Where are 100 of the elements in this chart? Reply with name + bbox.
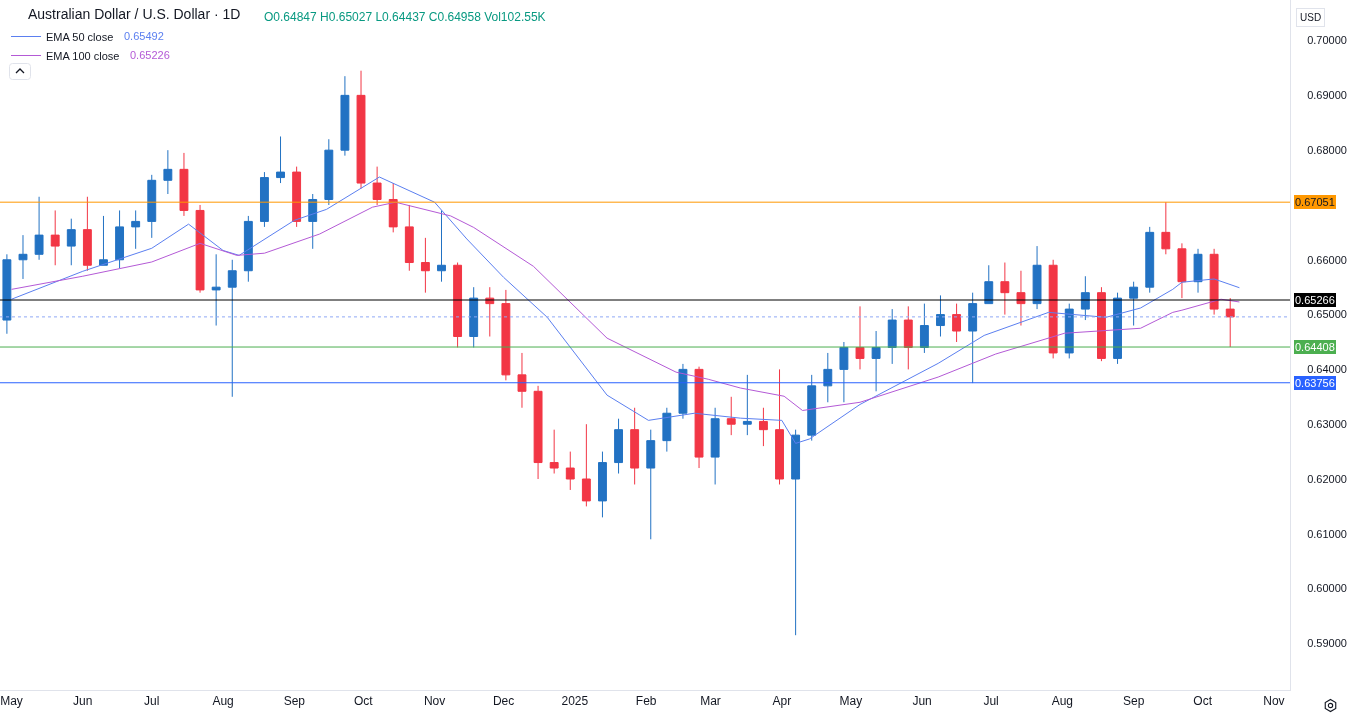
y-tick-label: 0.62000 [1307,472,1347,485]
candlestick [292,166,302,228]
candlestick [356,70,366,190]
candlestick [501,289,511,381]
candlestick [1193,248,1203,294]
candlestick [646,429,656,540]
annotation: 0.65492 [124,30,164,42]
candlestick [775,368,784,485]
candlestick [99,215,108,266]
x-tick-label: Mar [700,694,721,709]
line-series [11,201,1240,411]
candlestick [549,429,559,475]
x-tick-label: Oct [1193,694,1213,709]
candlestick [1177,242,1187,299]
x-tick-label: Feb [635,694,657,709]
legend-label: EMA 100 close [46,49,120,62]
candlestick [598,451,607,518]
candlestick [147,174,157,239]
candlestick [227,259,237,398]
ref-line-label: 0.67051 [1295,196,1335,208]
legend-label: EMA 50 close [46,30,114,43]
candlestick [855,305,865,370]
candlestick [82,196,92,272]
y-tick-label: 0.65000 [1307,308,1347,321]
x-tick-label: Jul [144,694,160,709]
candlestick [420,237,430,294]
y-tick-label: 0.69000 [1307,89,1347,102]
y-tick-label: 0.61000 [1307,527,1347,540]
candlestick [742,374,752,436]
candlestick [630,407,640,485]
y-tick-label: 0.60000 [1307,582,1347,595]
y-tick-label: 0.66000 [1307,253,1347,266]
candlestick [517,352,527,409]
candlestick [388,182,398,233]
x-tick-label: Nov [423,694,446,709]
candlestick [952,303,962,343]
candlestick [565,451,575,491]
candlestick [2,253,12,335]
x-tick-label: Aug [212,694,234,709]
candlestick [276,135,285,184]
candlestick [968,292,978,384]
y-tick-label: 0.64000 [1307,363,1347,376]
y-tick-label: 0.63000 [1307,418,1347,431]
candlestick [469,286,479,348]
candlestick [34,196,44,261]
candlestick [115,209,125,269]
candlestick [662,407,672,453]
candlestick [936,294,945,338]
candlestick [453,262,463,348]
chart-title: Australian Dollar / U.S. Dollar · 1D [28,5,241,22]
candlestick [1209,248,1219,316]
x-tick-label: Sep [1122,694,1145,709]
candlestick [710,407,720,485]
candlestick [823,352,833,403]
candlestick [758,407,768,447]
y-tick-label: 0.68000 [1307,144,1347,157]
candlestick [259,171,269,228]
line-series [11,176,1240,444]
x-tick-label: May [839,694,863,709]
candlestick [984,264,994,305]
x-tick-label: Oct [353,694,374,709]
candlestick [1145,226,1155,294]
y-tick-label: 0.59000 [1307,637,1347,650]
x-tick-label: Nov [1263,694,1285,709]
candlestick [18,234,28,280]
candlestick [1129,281,1139,327]
candlestick [726,396,736,436]
candlestick [887,308,897,365]
candlestick [243,215,253,283]
x-tick-label: Jun [912,694,932,709]
x-tick-label: Jun [73,694,93,709]
x-tick-label: Sep [283,694,306,709]
candlestick [437,209,446,283]
x-tick-label: Jul [983,694,999,709]
candlestick [195,204,205,294]
x-tick-label: Aug [1051,694,1074,709]
candlestick [871,330,881,392]
x-tick-label: Dec [492,694,515,709]
ref-line-label: 0.65266 [1295,294,1335,306]
candlestick [1080,275,1090,321]
candlestick [1161,201,1171,255]
y-tick-label: 0.70000 [1307,34,1347,47]
ref-line-label: 0.64408 [1295,341,1335,353]
ref-line-label: 0.63756 [1295,377,1335,389]
x-tick-label: May [0,694,23,709]
candlestick [324,138,334,206]
candlestick [66,218,76,266]
candlestick [533,385,543,480]
x-tick-label: Apr [772,694,792,709]
annotation: 0.65226 [130,49,170,61]
text: USD [1300,12,1322,23]
annotation: O0.64847 H0.65027 L0.64437 C0.64958 Vol102.55K [264,10,546,24]
candlestick [614,418,623,475]
candlestick [179,152,189,217]
candlestick [163,149,173,195]
x-tick-label: 2025 [561,694,589,709]
candlestick [903,305,913,370]
candlestick [678,363,688,420]
candlestick [1000,262,1010,316]
candlestick [694,366,704,469]
